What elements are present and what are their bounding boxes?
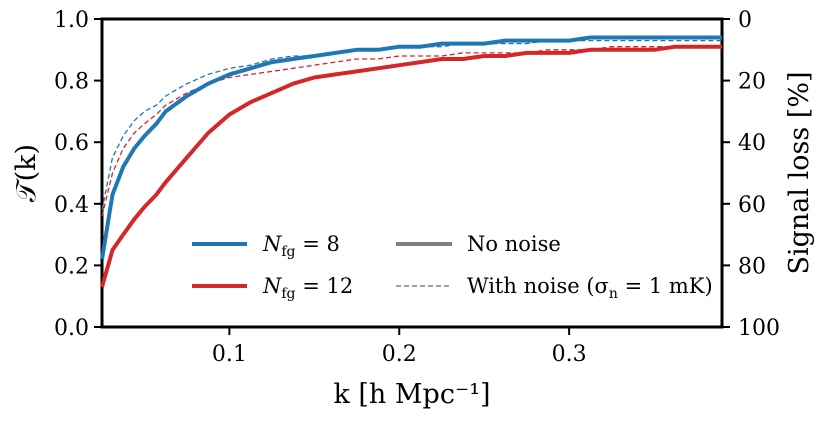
y-right-tick-label-2: 40 <box>738 131 766 156</box>
legend-label-nfg8: Nfg = 8 <box>262 232 340 260</box>
series-line-3 <box>101 46 722 217</box>
ticks-layer: 0.1 0.2 0.3 0.0 0.2 0.4 0.6 0.8 1.0 0 20 40 60 80 100 <box>54 8 780 367</box>
x-tick-label-1: 0.2 <box>382 342 417 367</box>
legend-label-no-noise: No noise <box>467 232 561 256</box>
y-right-axis-label: Signal loss [%] <box>784 71 815 274</box>
y-tick-label-5: 1.0 <box>54 8 89 33</box>
y-right-tick-label-3: 60 <box>738 193 766 218</box>
y-tick-label-1: 0.2 <box>54 254 89 279</box>
y-right-tick-label-1: 20 <box>738 70 766 95</box>
x-tick-label-0: 0.1 <box>212 342 247 367</box>
y-right-tick-label-4: 80 <box>738 254 766 279</box>
series-line-1 <box>101 39 722 211</box>
y-tick-label-4: 0.8 <box>54 70 89 95</box>
legend-label-with-noise: With noise (σn = 1 mK) <box>467 274 713 302</box>
y-right-tick-label-0: 0 <box>738 8 752 33</box>
y-tick-label-3: 0.6 <box>54 131 89 156</box>
legend-label-nfg12: Nfg = 12 <box>262 274 353 302</box>
y-right-tick-label-5: 100 <box>738 316 780 341</box>
y-axis-label: 𝒯(k) <box>11 144 42 202</box>
y-tick-label-0: 0.0 <box>54 316 89 341</box>
y-tick-label-2: 0.4 <box>54 193 89 218</box>
series-layer <box>100 35 722 288</box>
series-line-0 <box>100 35 722 260</box>
series-line-2 <box>100 44 722 288</box>
legend: Nfg = 8 Nfg = 12 No noise With noise (σn… <box>192 232 713 302</box>
x-axis-label: k [h Mpc⁻¹] <box>333 379 490 410</box>
x-tick-label-2: 0.3 <box>552 342 587 367</box>
plot-frame <box>100 17 724 329</box>
